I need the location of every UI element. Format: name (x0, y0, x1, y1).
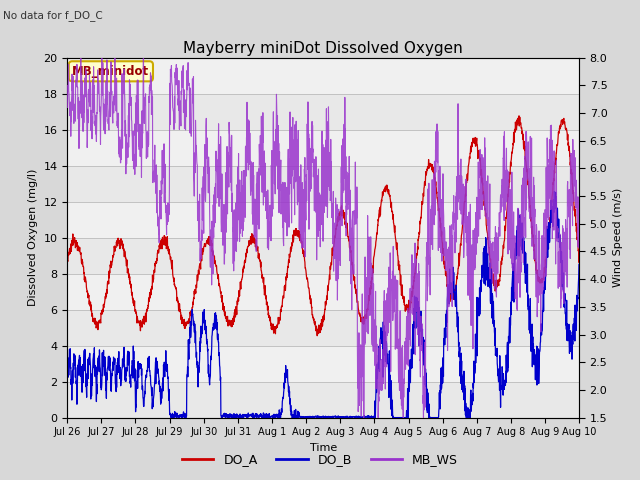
Y-axis label: Dissolved Oxygen (mg/l): Dissolved Oxygen (mg/l) (28, 169, 38, 306)
Bar (67, 382, 579, 418)
Bar (67, 202, 579, 238)
Bar (67, 130, 579, 166)
Bar (67, 238, 579, 274)
Y-axis label: Wind Speed (m/s): Wind Speed (m/s) (613, 188, 623, 287)
Bar (67, 346, 579, 382)
Bar (67, 166, 579, 202)
Bar (67, 58, 579, 94)
Bar (67, 94, 579, 130)
X-axis label: Time: Time (310, 443, 337, 453)
Legend: DO_A, DO_B, MB_WS: DO_A, DO_B, MB_WS (177, 448, 463, 471)
Text: MB_minidot: MB_minidot (72, 65, 150, 78)
Text: No data for f_DO_C: No data for f_DO_C (3, 11, 103, 22)
Bar (67, 310, 579, 346)
Title: Mayberry miniDot Dissolved Oxygen: Mayberry miniDot Dissolved Oxygen (183, 41, 463, 57)
Bar (67, 274, 579, 310)
